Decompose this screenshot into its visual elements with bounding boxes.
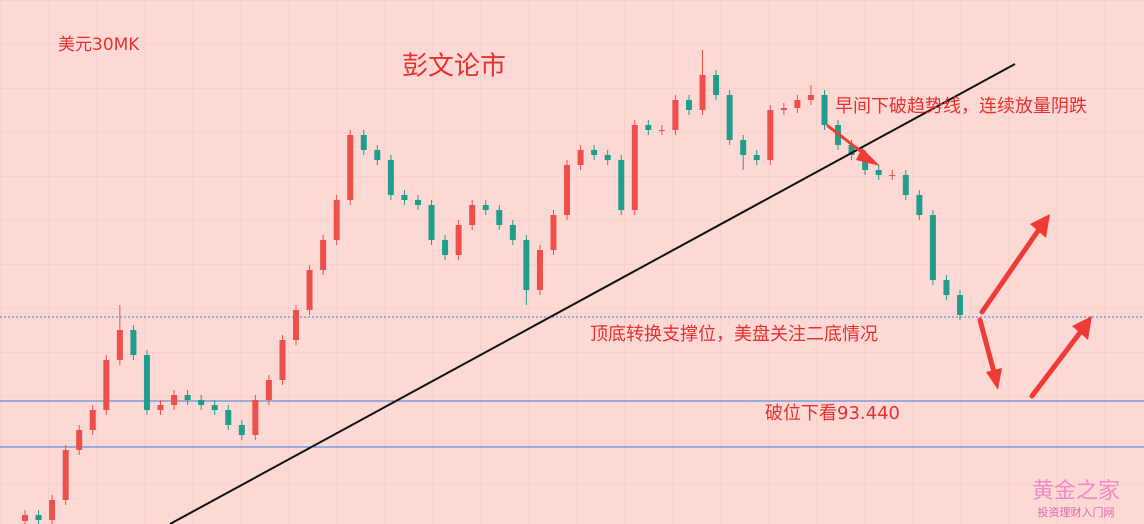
candle-body [536,250,543,290]
candle-body [564,165,571,215]
watermark: 黄金之家 [1032,479,1120,504]
candle-body [631,125,638,210]
candle-body [171,395,178,405]
trend-line [169,63,1016,524]
candle-body [957,295,963,315]
candle-body [929,215,936,280]
candle-body [604,155,611,160]
candle-body [374,150,381,160]
candle-body [143,355,150,410]
candle-body [523,240,530,290]
candle-body [401,195,408,200]
candle-body [130,330,137,355]
annotation: 早间下破趋势线，连续放量阴跌 [835,96,1087,117]
candle-body [211,405,218,410]
candle-body [89,410,96,430]
candle-body [943,280,950,295]
candle-body [591,150,598,155]
candle-body [414,200,421,205]
candle-body [807,95,814,100]
candle-body [198,400,205,405]
candle-body [225,410,232,425]
arrows [826,124,1092,399]
candle-body [482,205,489,210]
candle-body [658,130,665,131]
candle-body [713,75,720,95]
candle-body [699,75,706,110]
candle-body [496,210,503,225]
candle-body [279,340,286,380]
candle-body [76,430,83,450]
annotation: 破位下看93.440 [765,403,900,424]
candle-body [387,160,394,195]
candle-body [22,515,28,521]
candle-body [577,150,584,165]
candle-body [902,175,909,195]
arrow [977,317,998,379]
candle-body [726,95,733,140]
candle-body [875,170,882,175]
candle-body [672,100,679,130]
candle-body [35,515,42,520]
chart-title: 彭文论市 [402,52,506,82]
candle-body [469,205,476,225]
candle-body [848,145,855,155]
candle-body [767,110,774,160]
candle-body [780,108,787,110]
candle-body [265,380,272,400]
candle-body [320,240,327,270]
arrow-head [856,148,880,166]
candle-body [157,405,164,410]
candle-body [794,100,801,108]
candle-body [455,225,462,255]
arrow [1029,327,1085,399]
candle-body [116,330,123,360]
candle-body [62,450,69,500]
candle-body [184,395,191,400]
candle-body [252,400,259,435]
candle-body [645,125,652,130]
candle-body [360,135,367,150]
candle-body [49,500,56,520]
candle-body [753,155,760,160]
candle-body [103,360,110,410]
candle-body [428,205,435,240]
candle-body [889,175,896,176]
candle-body [442,240,449,255]
arrow-head [1072,316,1092,340]
subtitle: 美元30MK [58,35,140,55]
candle-body [685,100,692,110]
candle-body [740,140,747,155]
candle-body [821,95,828,125]
candle-body [618,160,625,210]
candle-body [916,195,923,215]
arrow-head [1030,214,1050,238]
candle-body [333,200,340,240]
watermark-sub: 投资理财入门网 [1038,505,1115,519]
candle-body [306,270,313,310]
candle-body [509,225,516,240]
candle-body [238,425,245,435]
annotation: 顶底转换支撑位，美盘关注二底情况 [590,324,878,345]
candle-body [293,310,300,340]
arrow-head [986,368,1002,390]
candle-body [550,215,557,250]
candle-body [347,135,354,200]
arrow [979,225,1043,315]
candle-body [862,155,869,170]
